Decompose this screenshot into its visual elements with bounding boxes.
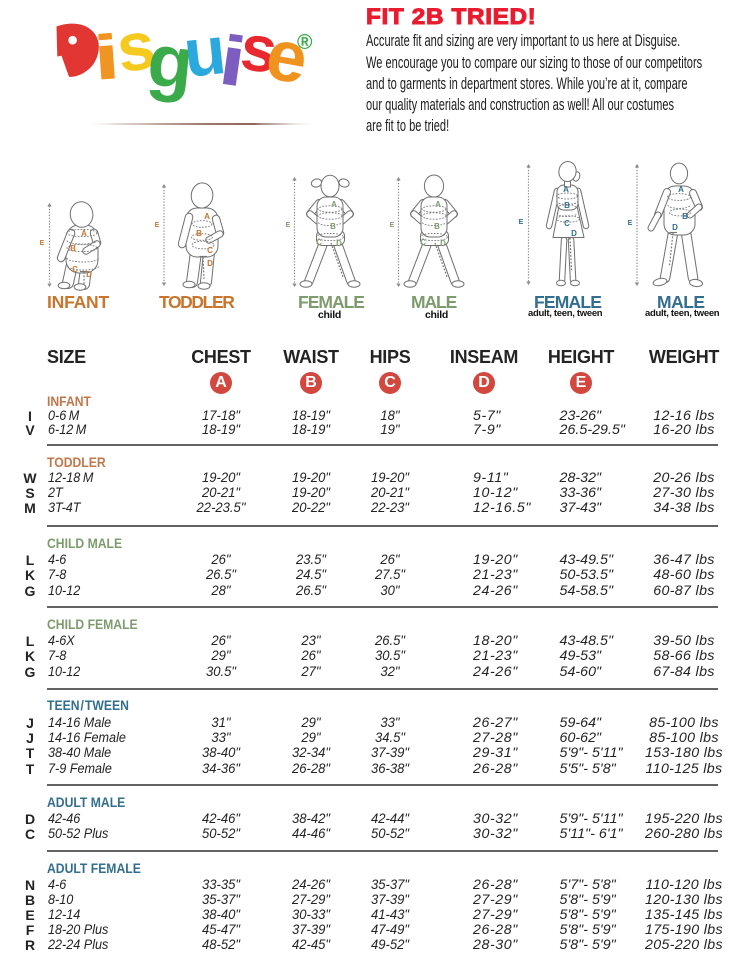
svg-text:B: B [434, 222, 440, 231]
svg-text:D: D [336, 239, 342, 248]
svg-text:E: E [286, 222, 291, 229]
svg-text:D: D [571, 229, 577, 238]
svg-text:E: E [628, 220, 633, 227]
svg-text:A: A [331, 200, 337, 209]
svg-text:D: D [86, 270, 92, 279]
svg-text:E: E [40, 240, 45, 247]
svg-text:C: C [564, 219, 570, 228]
svg-text:C: C [420, 238, 426, 247]
svg-text:E: E [519, 219, 524, 226]
svg-text:B: B [196, 229, 202, 238]
svg-text:D: D [672, 223, 678, 232]
svg-text:B: B [330, 222, 336, 231]
svg-text:A: A [204, 212, 210, 221]
svg-text:A: A [435, 200, 441, 209]
svg-text:B: B [682, 212, 688, 221]
svg-text:C: C [72, 265, 78, 274]
svg-text:E: E [155, 222, 160, 229]
svg-text:D: D [207, 259, 213, 268]
svg-text:A: A [81, 229, 87, 238]
svg-text:C: C [207, 246, 213, 255]
svg-text:C: C [316, 238, 322, 247]
svg-text:B: B [70, 244, 76, 253]
svg-text:B: B [564, 201, 570, 210]
svg-text:A: A [563, 185, 569, 194]
svg-text:A: A [678, 185, 684, 194]
svg-text:E: E [390, 222, 395, 229]
svg-text:D: D [440, 239, 446, 248]
